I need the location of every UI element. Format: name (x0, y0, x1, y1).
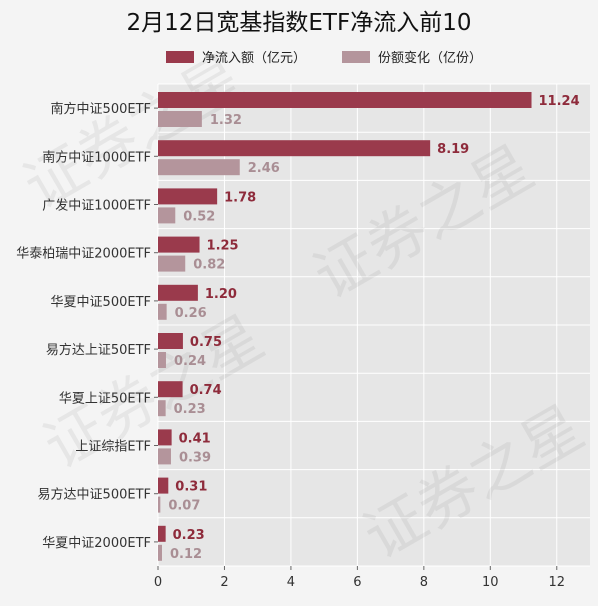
bar-inflow (158, 188, 218, 205)
bar-share (158, 207, 176, 224)
category-label: 易方达上证50ETF (46, 342, 151, 358)
value-label-share: 0.12 (170, 547, 202, 562)
value-label-share: 0.24 (174, 354, 206, 369)
value-label-share: 0.07 (168, 499, 200, 514)
category-label: 南方中证500ETF (51, 101, 151, 117)
bar-inflow (158, 477, 169, 494)
category-label: 华夏上证50ETF (59, 391, 151, 406)
legend-label-inflow: 净流入额（亿元） (202, 51, 306, 66)
value-label-share: 0.23 (174, 402, 206, 417)
value-label-inflow: 1.78 (224, 190, 256, 205)
bar-share (158, 400, 166, 417)
bar-inflow (158, 284, 198, 301)
bar-inflow (158, 140, 431, 157)
x-tick-label: 6 (353, 575, 361, 590)
x-tick-label: 2 (220, 575, 228, 590)
bar-inflow (158, 429, 172, 446)
legend-swatch-inflow (166, 51, 194, 63)
legend-label-share: 份额变化（亿份） (378, 50, 482, 66)
value-label-inflow: 8.19 (437, 142, 469, 157)
value-label-share: 0.39 (179, 450, 211, 465)
x-tick-label: 4 (287, 575, 295, 590)
bar-inflow (158, 525, 166, 542)
category-label: 华夏中证2000ETF (42, 536, 151, 551)
category-label: 华泰柏瑞中证2000ETF (16, 247, 151, 262)
category-label: 上证综指ETF (75, 440, 151, 455)
value-label-inflow: 1.20 (205, 287, 237, 302)
value-label-inflow: 0.75 (190, 335, 222, 350)
value-label-share: 1.32 (210, 113, 242, 128)
value-label-inflow: 11.24 (539, 94, 580, 109)
value-label-inflow: 0.23 (173, 528, 205, 543)
value-label-inflow: 0.31 (175, 480, 207, 495)
category-label: 华夏中证500ETF (51, 295, 151, 310)
x-tick-label: 10 (482, 575, 499, 590)
bar-share (158, 159, 240, 176)
bar-share (158, 111, 202, 127)
bar-inflow (158, 236, 200, 253)
category-label: 南方中证1000ETF (42, 149, 151, 165)
category-label: 广发中证1000ETF (42, 198, 151, 214)
category-label: 易方达中证500ETF (38, 487, 151, 503)
bar-share (158, 303, 167, 320)
legend-swatch-share (342, 51, 370, 63)
bar-share (158, 352, 166, 368)
value-label-inflow: 0.74 (190, 383, 222, 398)
bar-share (158, 255, 186, 272)
bar-inflow (158, 333, 183, 349)
value-label-share: 0.82 (193, 258, 225, 273)
x-tick-label: 12 (548, 575, 565, 590)
x-tick-label: 8 (420, 575, 428, 590)
bar-share (158, 544, 162, 561)
value-label-share: 2.46 (248, 161, 280, 176)
bar-inflow (158, 381, 183, 398)
x-tick-label: 0 (154, 575, 162, 590)
chart-title: 2月12日宽基指数ETF净流入前10 (127, 10, 472, 36)
bar-share (158, 496, 161, 513)
value-label-inflow: 1.25 (207, 239, 239, 254)
value-label-share: 0.52 (183, 209, 215, 224)
bar-share (158, 448, 171, 465)
value-label-share: 0.26 (175, 306, 207, 321)
value-label-inflow: 0.41 (179, 431, 211, 446)
bar-inflow (158, 92, 532, 108)
